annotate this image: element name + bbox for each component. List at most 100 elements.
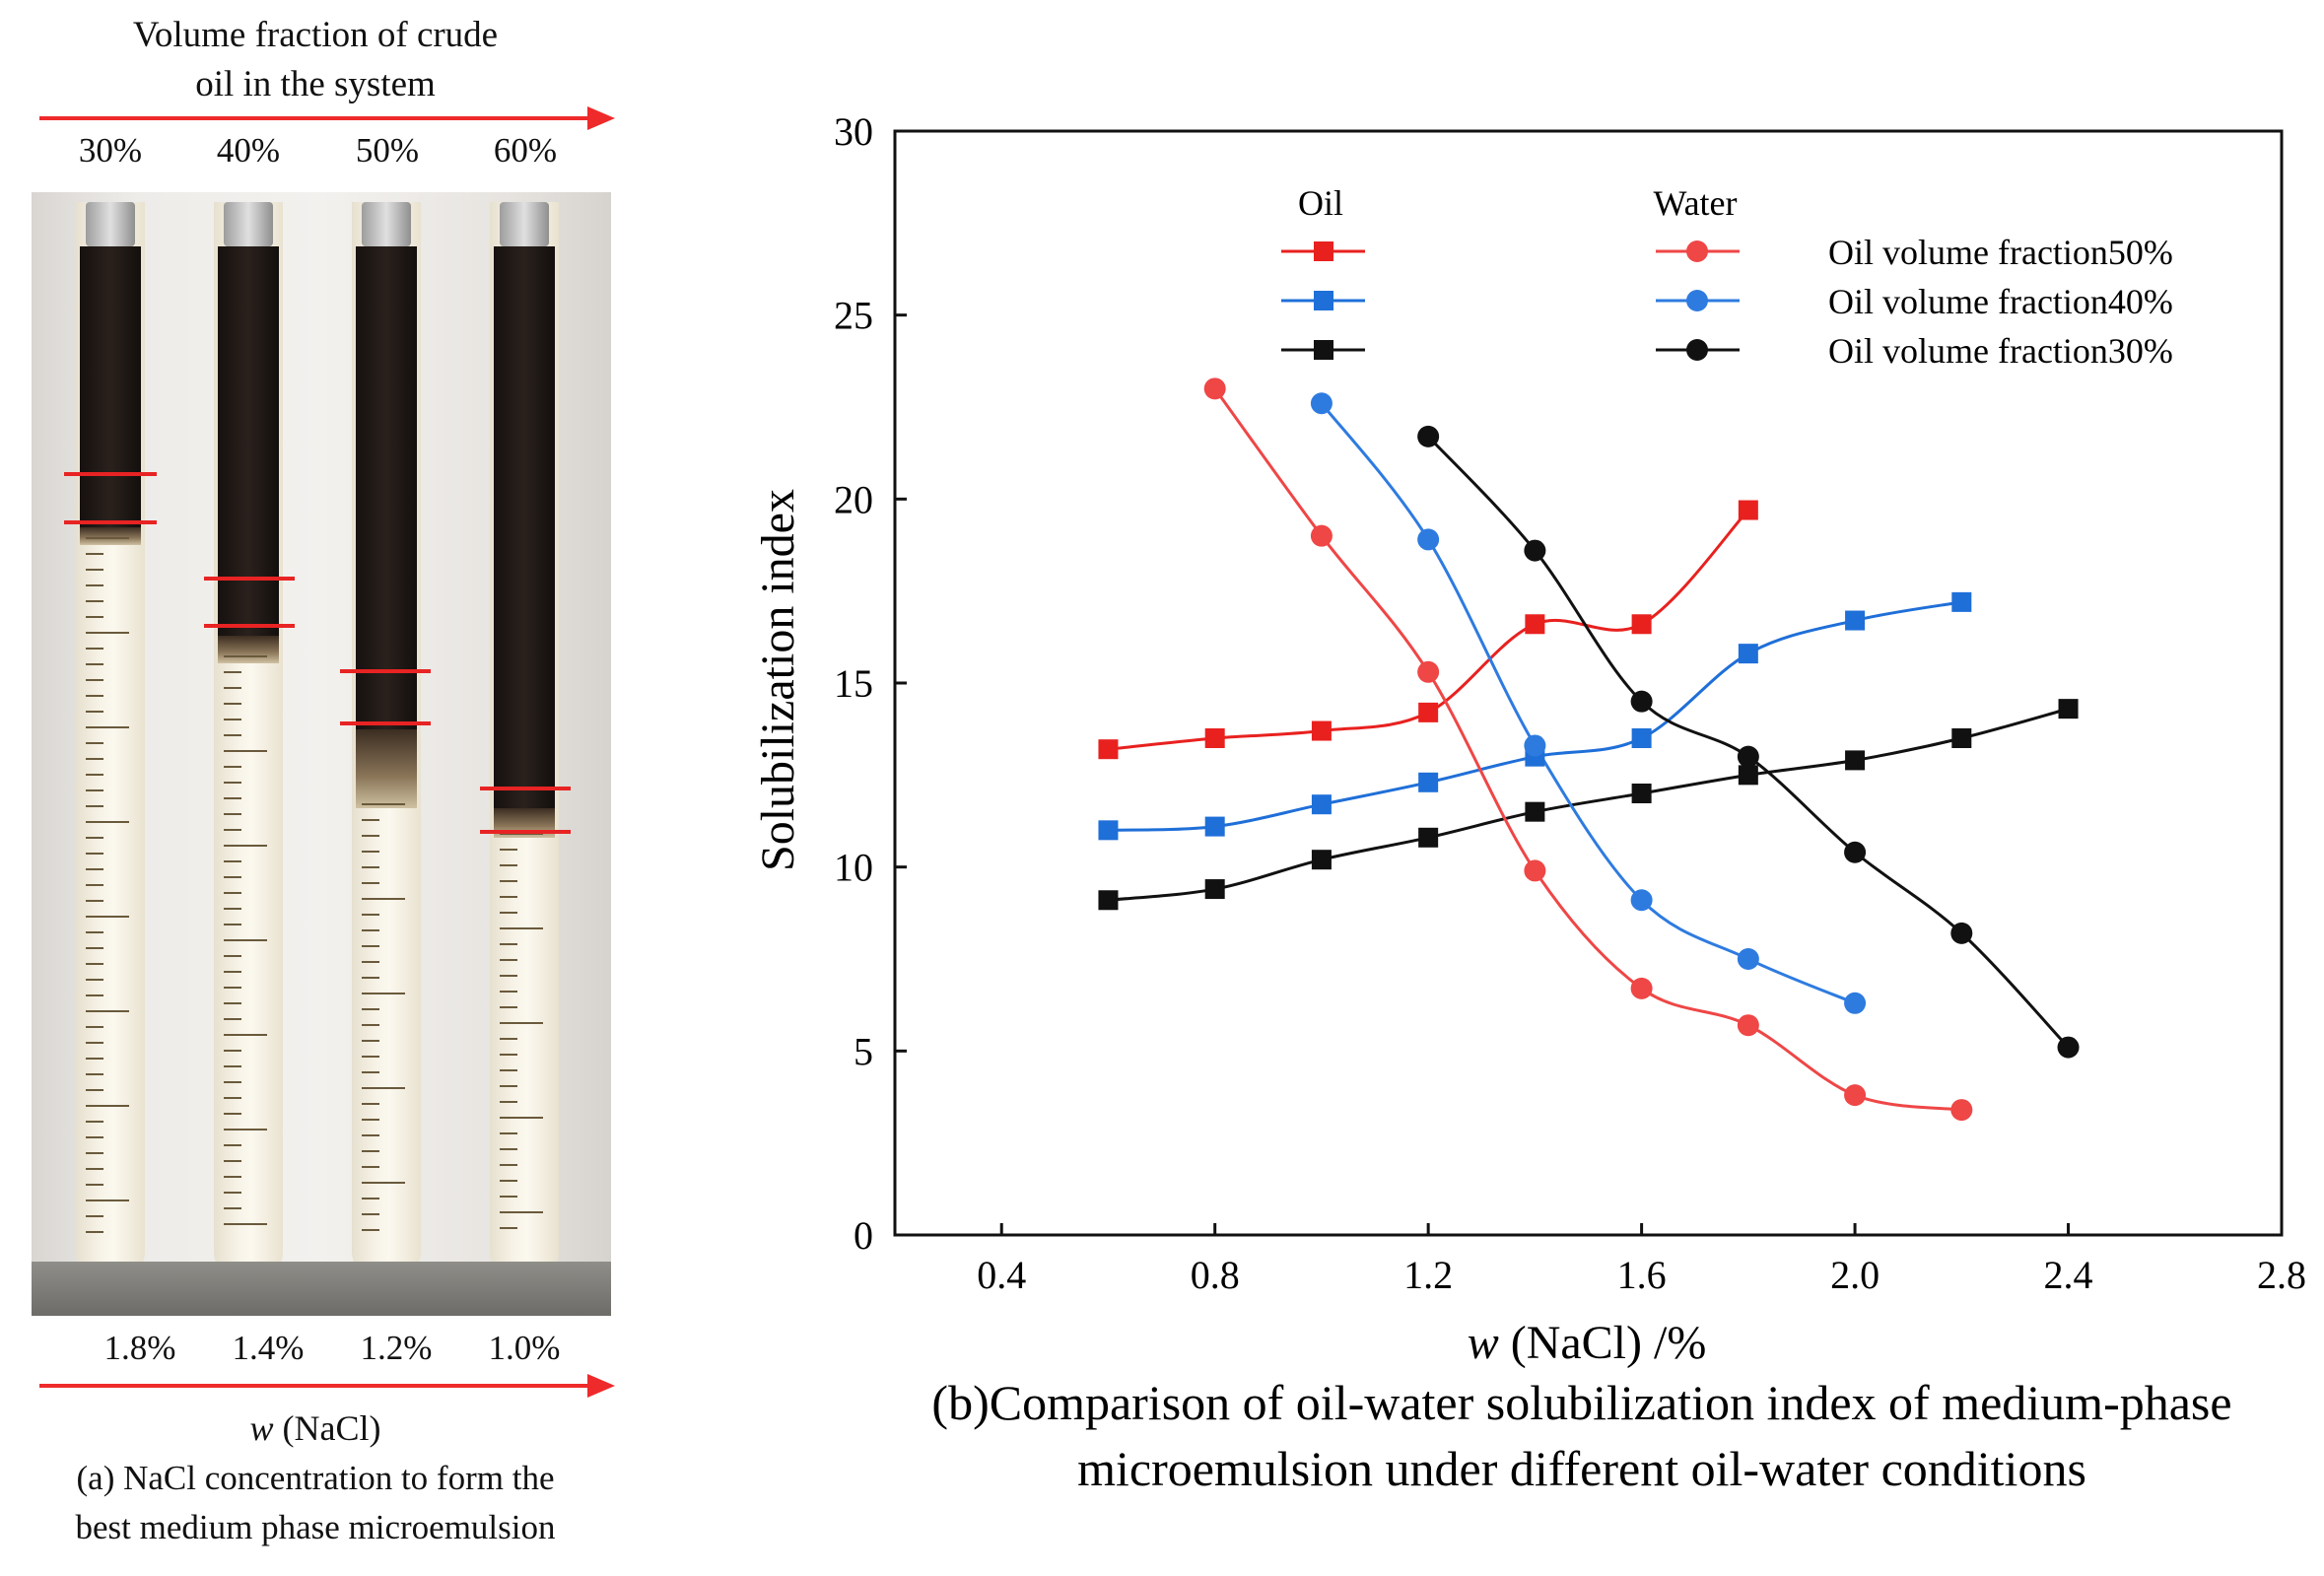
- graduation-tick: [500, 943, 517, 945]
- graduation-tick: [86, 569, 103, 571]
- graduation-tick: [224, 1144, 241, 1146]
- graduation-tick: [86, 868, 103, 870]
- graduation-tick: [362, 1150, 379, 1152]
- data-point-circle: [1950, 1099, 1973, 1122]
- graduation-tick: [362, 1103, 379, 1105]
- data-point-circle: [1524, 734, 1546, 757]
- graduation-tick: [224, 829, 241, 831]
- graduation-tick: [500, 1054, 517, 1056]
- graduation-tick: [224, 987, 241, 989]
- data-point-circle: [1310, 392, 1333, 415]
- graduation-tick: [224, 813, 241, 815]
- data-point-square: [1418, 702, 1439, 722]
- graduation-tick: [86, 916, 129, 918]
- graduation-tick: [86, 663, 103, 665]
- top-arrow-line: [39, 116, 591, 120]
- graduation-tick: [500, 1006, 517, 1008]
- top-arrow-head-icon: [587, 106, 615, 130]
- graduation-tick: [500, 1148, 517, 1150]
- graduation-tick: [500, 1101, 517, 1103]
- x-axis-label: w (NaCl) /%: [1468, 1317, 1707, 1369]
- graduation-tick: [86, 1121, 103, 1123]
- x-tick-label: 0.4: [977, 1253, 1026, 1297]
- graduation-tick: [86, 774, 103, 776]
- graduation-tick: [362, 993, 405, 994]
- data-point-circle: [1844, 1084, 1867, 1107]
- graduation-tick: [500, 1164, 517, 1166]
- data-point-circle: [1203, 377, 1226, 400]
- graduation-tick: [362, 882, 379, 884]
- legend-oil-header: Oil: [1298, 183, 1343, 223]
- x-tick-label: 1.2: [1403, 1253, 1453, 1297]
- legend-entry-label: Oil volume fraction30%: [1828, 331, 2173, 371]
- y-axis-label: Solubilization index: [752, 489, 804, 871]
- data-point-circle: [1844, 841, 1867, 863]
- graduation-tick: [224, 734, 241, 736]
- graduation-tick: [362, 1213, 379, 1215]
- graduation-tick: [86, 711, 103, 713]
- x-tick-label: 2.0: [1830, 1253, 1880, 1297]
- graduation-tick: [362, 1229, 379, 1231]
- graduation-tick: [362, 1119, 379, 1121]
- graduation-tick: [362, 1166, 379, 1168]
- graduation-tick: [86, 1184, 103, 1186]
- phase-line-tube1-lower: [64, 520, 157, 524]
- graduation-tick: [362, 1087, 405, 1089]
- data-point-square: [1418, 772, 1439, 792]
- graduation-tick: [224, 971, 241, 973]
- graduation-tick: [86, 884, 103, 886]
- data-point-circle: [1630, 889, 1653, 912]
- graduation-tick: [500, 1038, 517, 1040]
- data-point-square: [1311, 720, 1332, 741]
- graduation-tick: [224, 1034, 267, 1036]
- x-tick-label: 2.4: [2044, 1253, 2093, 1297]
- graduation-tick: [500, 896, 517, 898]
- graduation-tick: [500, 991, 517, 993]
- graduation-tick: [224, 939, 267, 941]
- graduation-tick: [224, 924, 241, 925]
- data-point-circle: [1630, 977, 1653, 999]
- graduation-tick: [86, 837, 103, 839]
- graduation-tick: [362, 835, 379, 837]
- y-tick-label: 15: [834, 661, 873, 706]
- graduation-tick: [86, 553, 103, 555]
- graduation-tick: [362, 803, 405, 805]
- data-point-square: [1738, 500, 1758, 520]
- graduation-tick: [86, 616, 103, 618]
- graduation-tick: [86, 805, 103, 807]
- graduation-tick: [224, 1129, 267, 1131]
- graduation-tick: [362, 1134, 379, 1136]
- graduation-tick: [500, 959, 517, 961]
- data-point-square: [1631, 728, 1652, 748]
- graduation-tick: [86, 900, 103, 902]
- bottom-label-3: 1.2%: [360, 1329, 433, 1367]
- y-tick-label: 0: [854, 1213, 873, 1258]
- legend-oil-marker: [1314, 241, 1333, 261]
- graduation-tick: [86, 742, 103, 744]
- graduation-tick: [224, 1002, 241, 1004]
- graduation-tick: [500, 1132, 517, 1134]
- data-point-square: [1098, 739, 1119, 760]
- graduation-tick: [86, 1136, 103, 1138]
- bottom-arrow-head-icon: [587, 1374, 615, 1398]
- x-tick-label: 0.8: [1191, 1253, 1240, 1297]
- data-point-square: [1418, 827, 1439, 848]
- graduation-tick: [224, 703, 241, 705]
- graduation-tick: [362, 851, 379, 853]
- data-point-circle: [1737, 948, 1759, 970]
- graduation-tick: [86, 1168, 103, 1170]
- data-point-square: [1204, 728, 1225, 748]
- data-point-square: [1631, 784, 1652, 803]
- data-point-circle: [1417, 660, 1440, 683]
- test-tube-3: [352, 202, 421, 1281]
- data-point-circle: [1737, 1014, 1759, 1037]
- top-label-40: 40%: [216, 131, 281, 170]
- graduation-tick: [86, 1073, 103, 1075]
- graduation-tick: [86, 789, 103, 791]
- panel-a-header-line1: Volume fraction of crude: [132, 15, 499, 55]
- top-label-50: 50%: [355, 131, 420, 170]
- graduation-tick: [362, 914, 379, 916]
- data-point-square: [2058, 699, 2079, 719]
- legend-water-header: Water: [1653, 183, 1737, 223]
- legend-entry-label: Oil volume fraction40%: [1828, 282, 2173, 321]
